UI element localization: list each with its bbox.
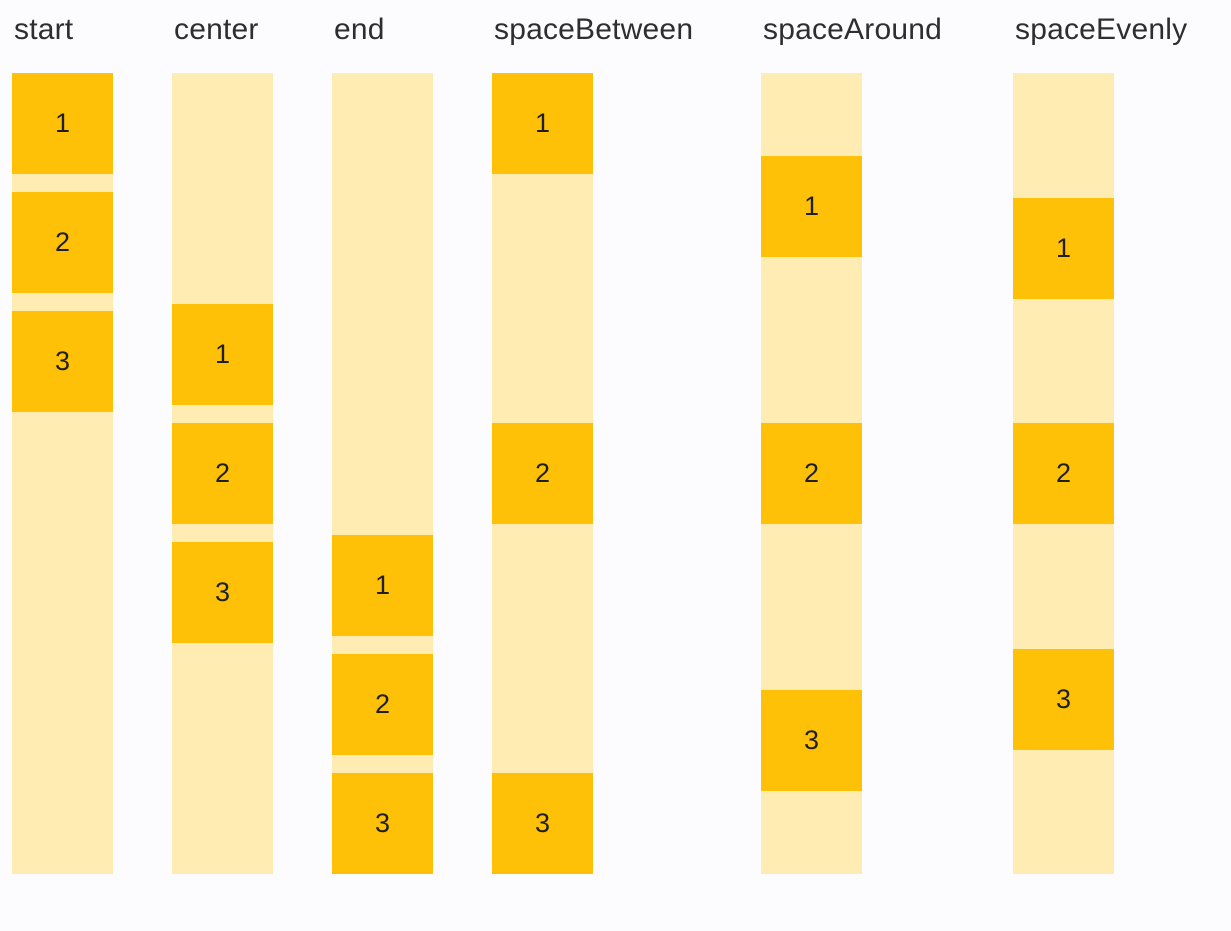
flex-item: 2 <box>1013 423 1114 524</box>
flex-item: 1 <box>492 73 593 174</box>
flex-track: 1 2 3 <box>332 73 433 874</box>
flex-item: 3 <box>492 773 593 874</box>
flex-item: 2 <box>12 192 113 293</box>
flex-item: 1 <box>332 535 433 636</box>
alignment-column-start: start 1 2 3 <box>12 10 113 874</box>
flex-item: 1 <box>172 304 273 405</box>
flex-item: 3 <box>12 311 113 412</box>
column-label: center <box>174 13 259 46</box>
flex-track: 1 2 3 <box>761 73 862 874</box>
column-label: spaceAround <box>763 13 942 46</box>
column-label: spaceEvenly <box>1015 13 1188 46</box>
flex-item: 1 <box>1013 197 1114 299</box>
flex-track: 1 2 3 <box>172 73 273 874</box>
column-label: start <box>14 13 74 46</box>
alignment-column-spaceEvenly: spaceEvenly 1 2 3 <box>1013 10 1187 874</box>
alignment-column-spaceAround: spaceAround 1 2 3 <box>761 10 942 874</box>
flex-item: 3 <box>761 690 862 791</box>
flex-item: 3 <box>332 773 433 874</box>
flex-item: 1 <box>12 73 113 174</box>
alignment-column-spaceBetween: spaceBetween 1 2 3 <box>492 10 693 874</box>
flex-item: 2 <box>761 423 862 524</box>
column-label: end <box>334 13 385 46</box>
flex-track: 1 2 3 <box>1013 73 1114 874</box>
alignment-column-center: center 1 2 3 <box>172 10 273 874</box>
flex-item: 2 <box>332 654 433 755</box>
column-label: spaceBetween <box>494 13 694 46</box>
alignment-column-end: end 1 2 3 <box>332 10 433 874</box>
flex-item: 3 <box>172 542 273 643</box>
flex-item: 1 <box>761 156 862 257</box>
flex-item: 2 <box>172 423 273 524</box>
flex-track: 1 2 3 <box>492 73 593 874</box>
flex-item: 3 <box>1013 648 1114 750</box>
flex-track: 1 2 3 <box>12 73 113 874</box>
flex-item: 2 <box>492 423 593 524</box>
